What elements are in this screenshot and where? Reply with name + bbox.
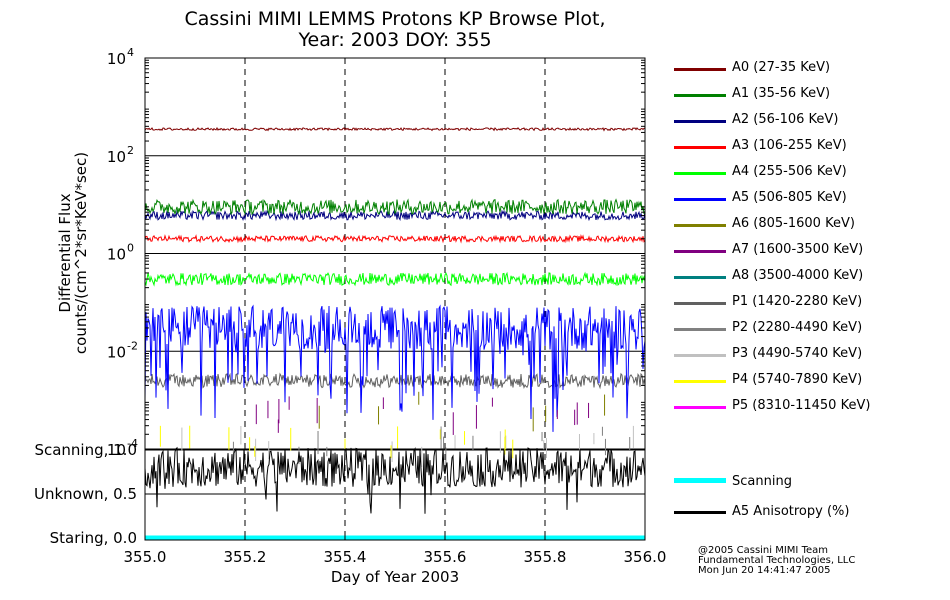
y-tick-base: 10: [107, 148, 126, 166]
legend-swatch: [674, 198, 726, 201]
series-A5: [144, 304, 646, 432]
y-tick-label: 10: [107, 441, 126, 459]
credit-line-3: Mon Jun 20 14:41:47 2005: [698, 565, 831, 576]
legend-label: A7 (1600-3500 KeV): [732, 242, 864, 257]
y-tick-label: 10: [107, 246, 126, 264]
legend-label: A2 (56-106 KeV): [732, 112, 839, 127]
series-P1: [144, 372, 646, 390]
legend-label: A5 Anisotropy (%): [732, 504, 850, 519]
credit-line-1: @2005 Cassini MIMI Team: [698, 545, 828, 556]
legend-swatch: [674, 328, 726, 331]
legend-label: A8 (3500-4000 KeV): [732, 268, 864, 283]
legend-swatch: [674, 511, 726, 514]
series-A1: [144, 198, 646, 216]
x-tick-label: 355.2: [224, 548, 267, 566]
series-A3: [144, 234, 646, 244]
y-tick-exponent: -4: [127, 437, 138, 450]
y-tick-exponent: 0: [127, 242, 134, 255]
status-tick-label: Staring, 0.0: [50, 529, 137, 547]
legend-label: P5 (8310-11450 KeV): [732, 398, 871, 413]
series-A4: [144, 271, 646, 287]
legend-swatch: [674, 406, 726, 409]
legend-label: A3 (106-255 KeV): [732, 138, 847, 153]
legend-label: P1 (1420-2280 KeV): [732, 294, 863, 309]
legend-swatch: [674, 380, 726, 383]
y-axis-title-line2: counts/(cm^2*sr*KeV*sec): [72, 152, 90, 354]
legend-label: A6 (805-1600 KeV): [732, 216, 855, 231]
legend-label: Scanning: [732, 474, 792, 489]
legend-label: A4 (255-506 KeV): [732, 164, 847, 179]
legend-swatch: [674, 94, 726, 97]
x-tick-label: 355.6: [424, 548, 467, 566]
x-tick-label: 355.4: [324, 548, 367, 566]
series-A0: [144, 126, 646, 132]
legend-swatch: [674, 478, 726, 483]
credits: @2005 Cassini MIMI Team Fundamental Tech…: [698, 546, 855, 576]
legend-swatch: [674, 172, 726, 175]
legend-label: A5 (506-805 KeV): [732, 190, 847, 205]
x-tick-label: 355.0: [124, 548, 167, 566]
series-anisotropy: [144, 446, 646, 514]
legend-swatch: [674, 250, 726, 253]
y-tick-exponent: 4: [127, 46, 134, 59]
legend-swatch: [674, 276, 726, 279]
x-axis-title: Day of Year 2003: [331, 568, 459, 586]
legend-label: A1 (35-56 KeV): [732, 86, 831, 101]
y-tick-base: 10: [107, 50, 126, 68]
plot-frame: [144, 57, 646, 541]
legend-label: P3 (4490-5740 KeV): [732, 346, 863, 361]
y-tick-exponent: -2: [127, 339, 138, 352]
y-tick-label: 10: [107, 148, 126, 166]
legend-swatch: [674, 224, 726, 227]
legend-swatch: [674, 68, 726, 71]
status-tick-label: Scanning, 1.0: [34, 441, 137, 459]
y-tick-label: 10: [107, 343, 126, 361]
y-tick-base: 10: [107, 441, 126, 459]
y-tick-exponent: 2: [127, 144, 134, 157]
series-A2: [144, 209, 646, 222]
legend-label: P4 (5740-7890 KeV): [732, 372, 863, 387]
y-tick-base: 10: [107, 343, 126, 361]
y-tick-label: 10: [107, 50, 126, 68]
legend-label: A0 (27-35 KeV): [732, 60, 831, 75]
chart-title-line2: Year: 2003 DOY: 355: [298, 29, 492, 51]
y-tick-base: 10: [107, 246, 126, 264]
x-tick-label: 355.8: [524, 548, 567, 566]
legend-swatch: [674, 354, 726, 357]
x-tick-label: 356.0: [624, 548, 667, 566]
legend-swatch: [674, 120, 726, 123]
status-tick-label: Unknown, 0.5: [34, 485, 137, 503]
legend-label: P2 (2280-4490 KeV): [732, 320, 863, 335]
y-axis-title-line1: Differential Flux: [56, 193, 74, 312]
chart-title-line1: Cassini MIMI LEMMS Protons KP Browse Plo…: [184, 8, 606, 30]
legend-swatch: [674, 146, 726, 149]
credit-line-2: Fundamental Technologies, LLC: [698, 555, 856, 566]
legend-swatch: [674, 302, 726, 305]
